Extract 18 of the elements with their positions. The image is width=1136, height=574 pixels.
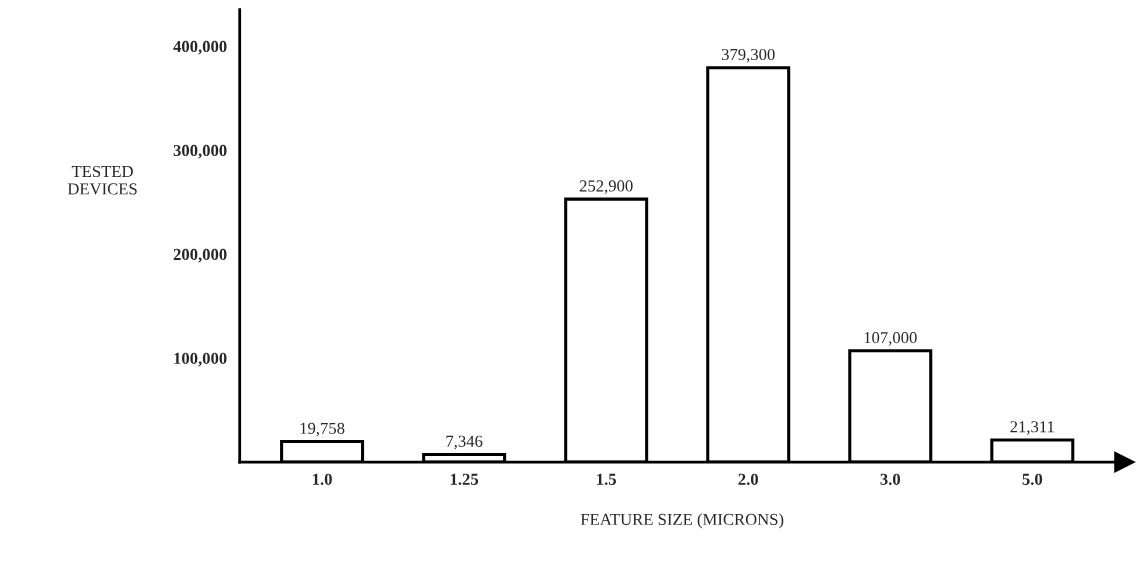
y-tick-label: 300,000 [173,144,227,159]
x-axis-title: FEATURE SIZE (MICRONS) [580,513,784,529]
y-tick-label: 400,000 [173,40,227,55]
y-axis-title: TESTED DEVICES [67,165,137,195]
x-tick-label: 2.0 [738,473,758,485]
data-label: 7,346 [446,435,483,450]
x-tick-label: 1.5 [597,473,616,485]
x-tick-label: 5.0 [1022,473,1043,485]
data-label: 252,900 [579,180,633,194]
data-label: 19,758 [300,422,345,437]
y-tick-label: 200,000 [173,248,227,263]
data-label: 379,300 [721,48,775,63]
data-label: 21,311 [1010,421,1054,435]
y-tick-label: 100,000 [174,352,227,367]
x-tick-label: 3.0 [880,473,901,485]
x-tick-label: 1.25 [450,473,479,485]
data-label: 107,000 [864,332,917,346]
x-tick-label: 1.0 [313,473,332,485]
